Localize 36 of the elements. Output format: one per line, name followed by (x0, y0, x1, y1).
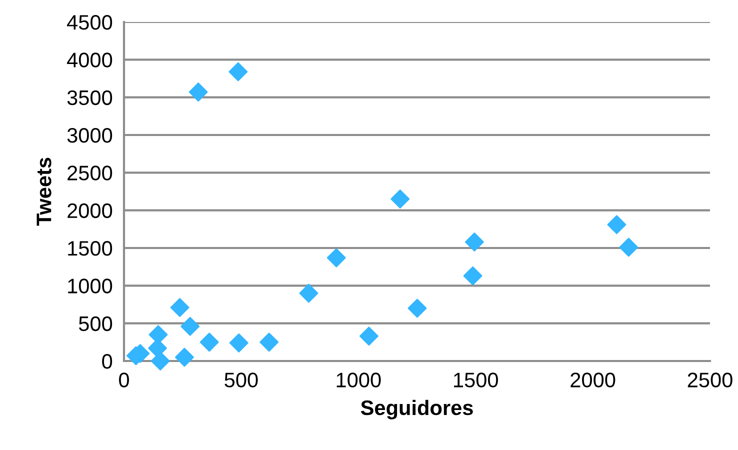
point (619, 238, 638, 257)
y-tick-label: 1500 (68, 241, 112, 256)
x-tick-label: 1000 (336, 372, 381, 388)
y-tick-label: 3500 (67, 90, 112, 106)
point (359, 326, 378, 346)
point (170, 298, 190, 317)
x-tick-label: 500 (224, 372, 258, 388)
y-tick-label: 3000 (67, 128, 112, 143)
x-tick-label: 2500 (688, 372, 732, 388)
point (174, 348, 194, 367)
x-axis-title: Seguidores (360, 400, 473, 420)
point (180, 316, 200, 336)
y-tick-label: 0 (102, 354, 112, 369)
x-tick-label: 2000 (570, 372, 616, 388)
point (463, 266, 482, 286)
y-tick-label: 4000 (67, 52, 112, 68)
x-tick-label: 1500 (454, 372, 498, 388)
point (200, 332, 219, 352)
point (228, 62, 248, 82)
y-tick-label: 2000 (68, 203, 112, 218)
point (188, 82, 208, 102)
y-tick-label: 4500 (67, 15, 112, 30)
point (229, 333, 248, 352)
y-tick-label: 1000 (68, 278, 112, 294)
y-axis-title: Tweets (36, 158, 52, 226)
point (260, 332, 279, 352)
point (390, 190, 410, 209)
y-tick-label: 500 (78, 316, 112, 332)
point (150, 352, 170, 370)
point (607, 215, 626, 234)
y-tick-label: 2500 (68, 166, 112, 180)
point (464, 232, 484, 252)
x-tick-label: 0 (119, 372, 129, 388)
point (408, 298, 427, 318)
point (326, 248, 346, 268)
point (299, 284, 318, 303)
